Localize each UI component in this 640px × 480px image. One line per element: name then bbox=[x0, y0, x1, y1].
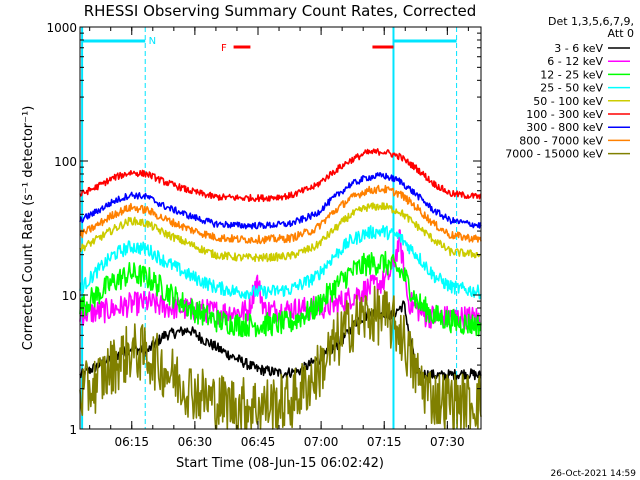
axes-layer: 1 10 100 1000 06:15 06:30 06:45 07:00 07:15 07:30 bbox=[46, 21, 481, 449]
legend-label-8: 7000 - 15000 keV bbox=[505, 148, 603, 161]
legend-label-2: 12 - 25 keV bbox=[540, 68, 603, 81]
legend-label-5: 100 - 300 keV bbox=[526, 108, 603, 121]
night-marker-label: N bbox=[149, 36, 156, 47]
series-line-3 bbox=[79, 225, 482, 300]
legend-label-6: 300 - 800 keV bbox=[526, 121, 603, 134]
x-tick-label: 07:00 bbox=[304, 435, 339, 449]
shading-layer: NF bbox=[81, 27, 458, 429]
x-tick-label: 07:30 bbox=[430, 435, 465, 449]
timestamp: 26-Oct-2021 14:59 bbox=[551, 469, 637, 479]
legend-label-3: 25 - 50 keV bbox=[540, 82, 603, 95]
series-line-6 bbox=[79, 172, 482, 230]
detector-label-line-1: Det 1,3,5,6,7,9, bbox=[548, 15, 634, 28]
series-layer bbox=[79, 148, 482, 430]
y-tick-label: 100 bbox=[54, 155, 77, 169]
series-line-7 bbox=[79, 184, 482, 245]
x-tick-label: 06:15 bbox=[114, 435, 149, 449]
series-line-5 bbox=[79, 148, 482, 203]
x-tick-label: 06:45 bbox=[241, 435, 276, 449]
series-line-2 bbox=[79, 250, 482, 338]
legend-label-4: 50 - 100 keV bbox=[533, 95, 603, 108]
series-line-8 bbox=[79, 285, 482, 430]
x-tick-label: 06:30 bbox=[178, 435, 213, 449]
y-tick-label: 1000 bbox=[46, 21, 77, 35]
chart-title: RHESSI Observing Summary Count Rates, Co… bbox=[84, 2, 477, 20]
x-tick-label: 07:15 bbox=[367, 435, 402, 449]
plot-frame bbox=[79, 26, 482, 430]
y-tick-label: 1 bbox=[69, 423, 77, 437]
legend-label-7: 800 - 7000 keV bbox=[519, 134, 603, 147]
y-axis-label: Corrected Count Rate (s⁻¹ detector⁻¹) bbox=[21, 106, 36, 351]
detector-label-line-2: Att 0 bbox=[608, 27, 634, 40]
legend-label-1: 6 - 12 keV bbox=[547, 55, 603, 68]
flare-marker-label: F bbox=[221, 43, 227, 54]
y-tick-label: 10 bbox=[62, 289, 77, 303]
series-line-4 bbox=[79, 202, 482, 263]
legend-label-0: 3 - 6 keV bbox=[554, 42, 603, 55]
x-axis-label: Start Time (08-Jun-15 06:02:42) bbox=[176, 456, 384, 471]
